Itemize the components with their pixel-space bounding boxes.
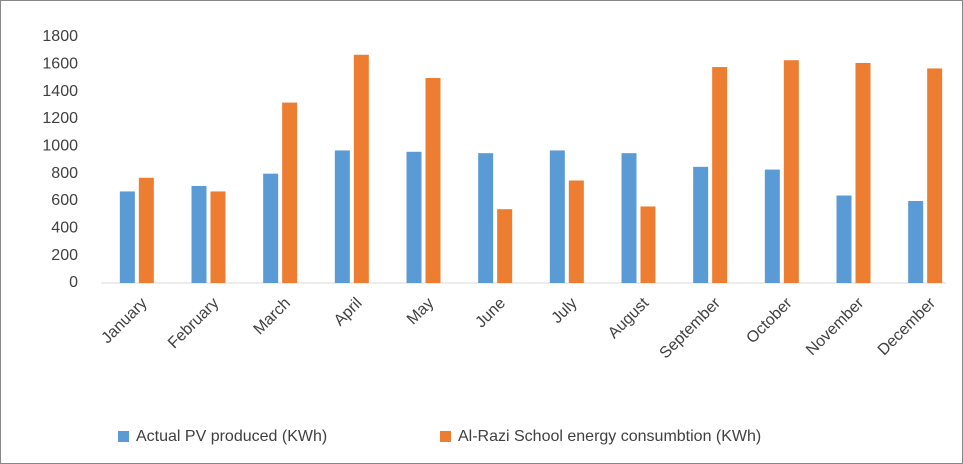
bar xyxy=(406,151,422,283)
y-tick-label: 400 xyxy=(51,220,78,237)
bar xyxy=(119,191,135,283)
bar xyxy=(927,68,943,283)
bar xyxy=(282,102,298,283)
legend-swatch xyxy=(118,431,129,442)
bar xyxy=(353,54,369,284)
bar xyxy=(425,78,441,283)
bar xyxy=(549,150,565,283)
bar xyxy=(263,173,279,283)
bar xyxy=(693,166,709,283)
y-tick-label: 1200 xyxy=(42,110,78,127)
bar xyxy=(908,201,924,283)
bar xyxy=(640,206,656,283)
y-tick-label: 1800 xyxy=(42,28,78,45)
bar xyxy=(764,169,780,283)
bar xyxy=(497,209,513,283)
bar xyxy=(836,195,852,283)
legend-label: Al-Razi School energy consumbtion (KWh) xyxy=(458,428,761,445)
bar xyxy=(855,62,871,283)
bar xyxy=(712,67,728,283)
y-tick-label: 600 xyxy=(51,192,78,209)
y-tick-label: 0 xyxy=(69,274,78,291)
legend-label: Actual PV produced (KWh) xyxy=(136,428,327,445)
y-tick-label: 1000 xyxy=(42,138,78,155)
bar xyxy=(334,150,350,283)
y-tick-label: 1400 xyxy=(42,83,78,100)
y-tick-label: 800 xyxy=(51,165,78,182)
bar xyxy=(621,153,637,283)
legend-swatch xyxy=(440,431,451,442)
bar xyxy=(783,60,799,283)
y-tick-label: 200 xyxy=(51,247,78,264)
bar xyxy=(191,185,207,283)
bar xyxy=(210,191,226,283)
y-tick-label: 1600 xyxy=(42,56,78,73)
bar xyxy=(478,153,494,283)
bar xyxy=(138,177,154,283)
bar xyxy=(568,180,584,283)
